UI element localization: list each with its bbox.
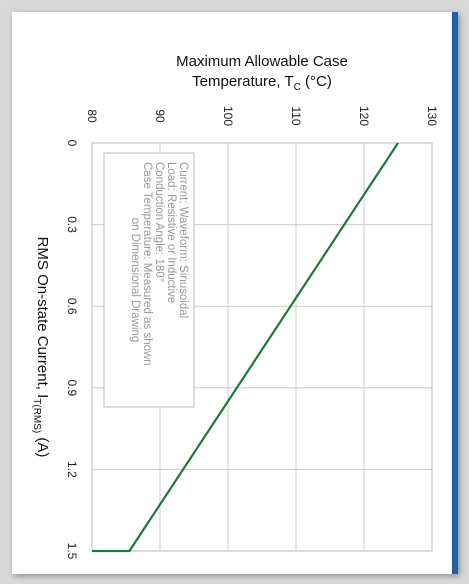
side-title-main: RMS On-state Current, I [34, 237, 51, 399]
side-axis-title: RMS On-state Current, IT(RMS) (A) [31, 237, 51, 458]
temperature-tick-label: 110 [289, 106, 303, 125]
chart-card [12, 12, 458, 574]
conditions-note-box [103, 152, 195, 408]
top-title-line1: Maximum Allowable Case [176, 53, 348, 70]
current-tick-label: 0.6 [65, 298, 79, 315]
derating-curve [92, 142, 399, 553]
conditions-note-line: Load: Resistive or Inductive [165, 162, 177, 303]
current-tick-label: 0 [65, 140, 79, 147]
current-tick-label: 0.9 [65, 379, 79, 396]
top-title-sub: C [294, 82, 301, 93]
temperature-tick-labels: 80 90 100 110 120 130 [85, 106, 439, 126]
current-tick-labels: 0 0.3 0.6 0.9 1.2 1.5 [65, 140, 79, 560]
conditions-note-line: Case Temperature: Measured as shown [141, 162, 153, 366]
temperature-tick-label: 130 [425, 106, 439, 126]
current-tick-label: 1.5 [65, 543, 79, 560]
conditions-note-line: Conduction Angle: 180° [153, 162, 165, 282]
conditions-note-line: on Dimensional Drawing [129, 218, 141, 343]
conditions-note-line: Current: Waveform: Sinusoidal [177, 162, 189, 318]
side-title-sub: T(RMS) [31, 398, 42, 433]
side-title-tail: (A) [34, 433, 51, 457]
card-accent-edge [452, 12, 458, 574]
series [92, 142, 399, 553]
temperature-tick-label: 90 [153, 109, 167, 123]
current-tick-label: 1.2 [65, 461, 79, 478]
top-title-line2: Temperature, TC (°C) [192, 73, 332, 93]
top-title-tail: (°C) [301, 73, 332, 90]
temperature-tick-label: 100 [221, 106, 235, 126]
current-tick-label: 0.3 [65, 216, 79, 233]
plot-frame [91, 142, 433, 552]
temperature-tick-label: 80 [85, 109, 99, 123]
temperature-tick-label: 120 [357, 106, 371, 126]
top-title-main: Temperature, T [192, 73, 293, 90]
